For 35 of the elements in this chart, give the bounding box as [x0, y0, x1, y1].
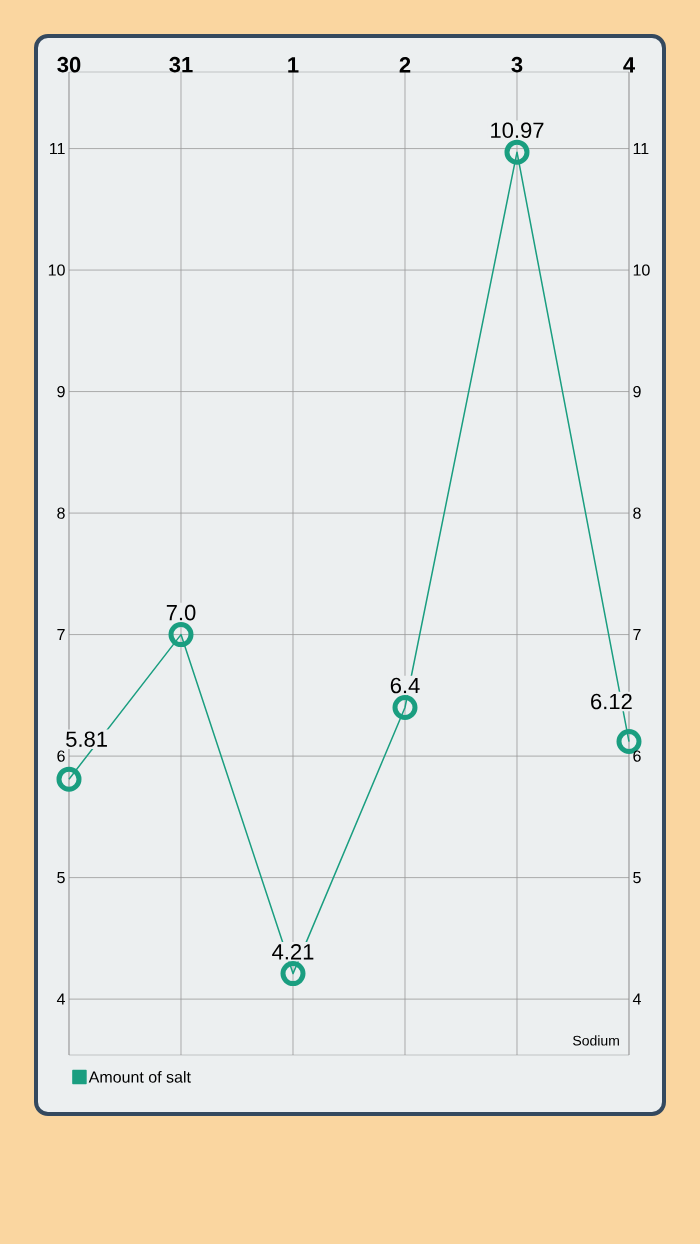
y2-tick-label: 5	[633, 872, 641, 884]
y-tick-label: 5	[57, 872, 65, 884]
y-tick-label: 4	[56, 993, 65, 1005]
data-label: 4.21	[272, 944, 314, 960]
annotation: Sodium	[573, 1035, 619, 1046]
point	[504, 139, 530, 165]
y2-tick-label: 4	[632, 993, 641, 1005]
x-tick-label: 30	[57, 56, 81, 73]
y2-tick-label: 11	[633, 143, 649, 155]
data-label: 5.81	[66, 731, 107, 747]
point	[56, 766, 82, 792]
y2-tick-label: 9	[633, 385, 641, 398]
y-tick-label: 10	[48, 264, 65, 276]
x-tick-label: 3	[511, 56, 523, 73]
y2-tick-label: 7	[633, 629, 641, 641]
data-label: 6.12	[591, 693, 632, 710]
point	[280, 961, 306, 987]
data-label: 7.0	[166, 604, 196, 621]
y2-tick-label: 8	[633, 507, 641, 519]
y-tick-label: 11	[50, 143, 65, 155]
y2-tick-label: 6	[633, 750, 641, 762]
y-tick-label: 6	[57, 750, 65, 762]
x-tick-label: 2	[399, 57, 411, 73]
point	[168, 622, 194, 648]
legend-label: Amount of salt	[88, 1071, 191, 1083]
y-tick-label: 7	[57, 629, 65, 641]
data-label: 6.4	[390, 677, 420, 694]
x-tick-label: 31	[169, 56, 193, 73]
data-label: 10.97	[491, 122, 544, 139]
y-tick-label: 8	[57, 507, 65, 519]
y2-tick-label: 10	[633, 264, 650, 276]
x-tick-label: 1	[288, 57, 299, 73]
x-tick-label: 4	[623, 57, 635, 73]
point	[392, 695, 418, 720]
y-tick-label: 9	[57, 385, 65, 398]
